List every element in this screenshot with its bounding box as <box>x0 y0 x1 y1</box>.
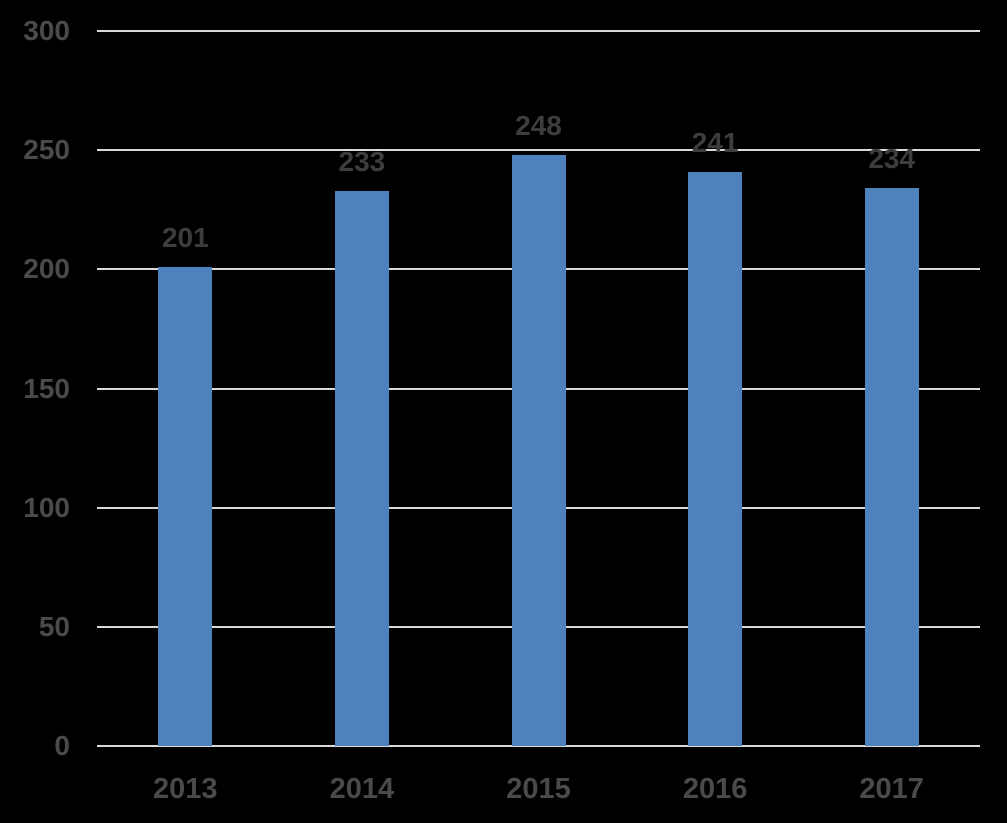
bar <box>334 190 389 746</box>
x-axis-category-label: 2013 <box>153 773 218 805</box>
x-axis-category-label: 2015 <box>506 773 571 805</box>
gridline <box>97 30 980 32</box>
x-axis-category-label: 2017 <box>859 773 924 805</box>
gridline <box>97 149 980 152</box>
bar <box>158 266 213 746</box>
y-axis-tick-label: 300 <box>23 15 70 46</box>
y-axis-tick-label: 0 <box>54 730 70 761</box>
y-axis-tick-label: 150 <box>23 372 70 404</box>
bar-value-label: 201 <box>161 221 209 253</box>
y-axis-tick-label: 50 <box>38 610 70 642</box>
x-axis-category-label: 2016 <box>682 773 748 805</box>
bar-value-label: 248 <box>515 109 562 141</box>
bar <box>864 188 919 746</box>
y-axis-tick-label: 250 <box>23 134 70 166</box>
bar-value-label: 234 <box>868 143 916 175</box>
x-axis-category-label: 2014 <box>329 773 395 805</box>
y-axis-tick-label: 200 <box>23 253 70 285</box>
bar-value-label: 233 <box>338 145 386 177</box>
bar <box>688 171 743 746</box>
y-axis-tick-label: 100 <box>23 491 70 523</box>
bar <box>511 154 566 746</box>
bar-value-label: 241 <box>691 126 739 158</box>
gridline <box>97 745 980 747</box>
